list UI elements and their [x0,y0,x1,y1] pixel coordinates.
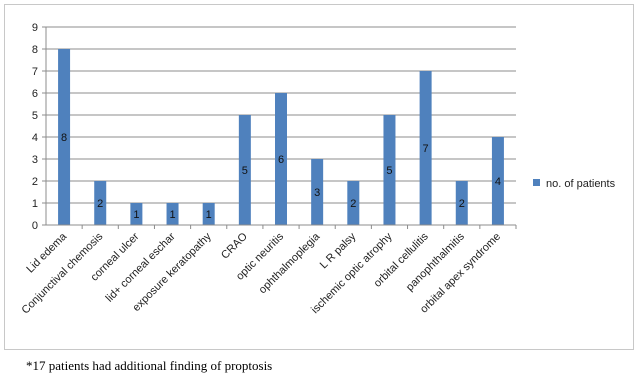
bar [238,115,251,225]
y-tick-label: 0 [32,220,38,232]
bar [130,203,143,225]
bar [455,181,468,225]
bars [58,49,504,225]
y-tick-label: 3 [32,154,38,166]
legend-label: no. of patients [546,178,616,190]
data-label: 1 [133,209,139,221]
data-label: 1 [206,209,212,221]
bar [275,93,287,225]
data-label: 2 [350,198,356,210]
data-label: 3 [314,187,320,199]
y-tick-labels: 0 1 2 3 4 5 6 7 8 9 [32,22,38,232]
bar [347,181,360,225]
y-tick-label: 5 [32,110,38,122]
y-tick-label: 9 [32,22,38,34]
data-label: 2 [97,198,103,210]
data-label: 2 [459,198,465,210]
data-label: 7 [423,143,429,155]
data-label: 6 [278,154,284,166]
y-tick-label: 6 [32,88,38,100]
data-labels: 8 2 1 1 1 5 6 3 2 5 7 2 4 [61,132,501,221]
y-tick-label: 1 [32,198,38,210]
x-tick-label: lid+ corneal eschar [104,230,178,304]
data-label: 4 [495,176,501,188]
bar [166,203,179,225]
y-tick-label: 8 [32,44,38,56]
data-label: 8 [61,132,67,144]
bar [94,181,107,225]
y-tick-label: 7 [32,66,38,78]
bar [491,137,504,225]
legend: no. of patients [533,178,616,190]
bar [311,159,324,225]
data-label: 5 [242,165,248,177]
bar [419,71,432,225]
y-tick-label: 4 [32,132,38,144]
x-tick-label: ophthalmoplegia [257,230,323,296]
bar [383,115,396,225]
data-label: 1 [169,209,175,221]
y-tick-label: 2 [32,176,38,188]
bar [58,49,71,225]
footnote: *17 patients had additional finding of p… [26,358,273,373]
x-tick-label: CRAO [219,230,250,261]
data-label: 5 [386,165,392,177]
legend-swatch [533,179,540,186]
axes [42,26,517,229]
bar [202,203,215,225]
